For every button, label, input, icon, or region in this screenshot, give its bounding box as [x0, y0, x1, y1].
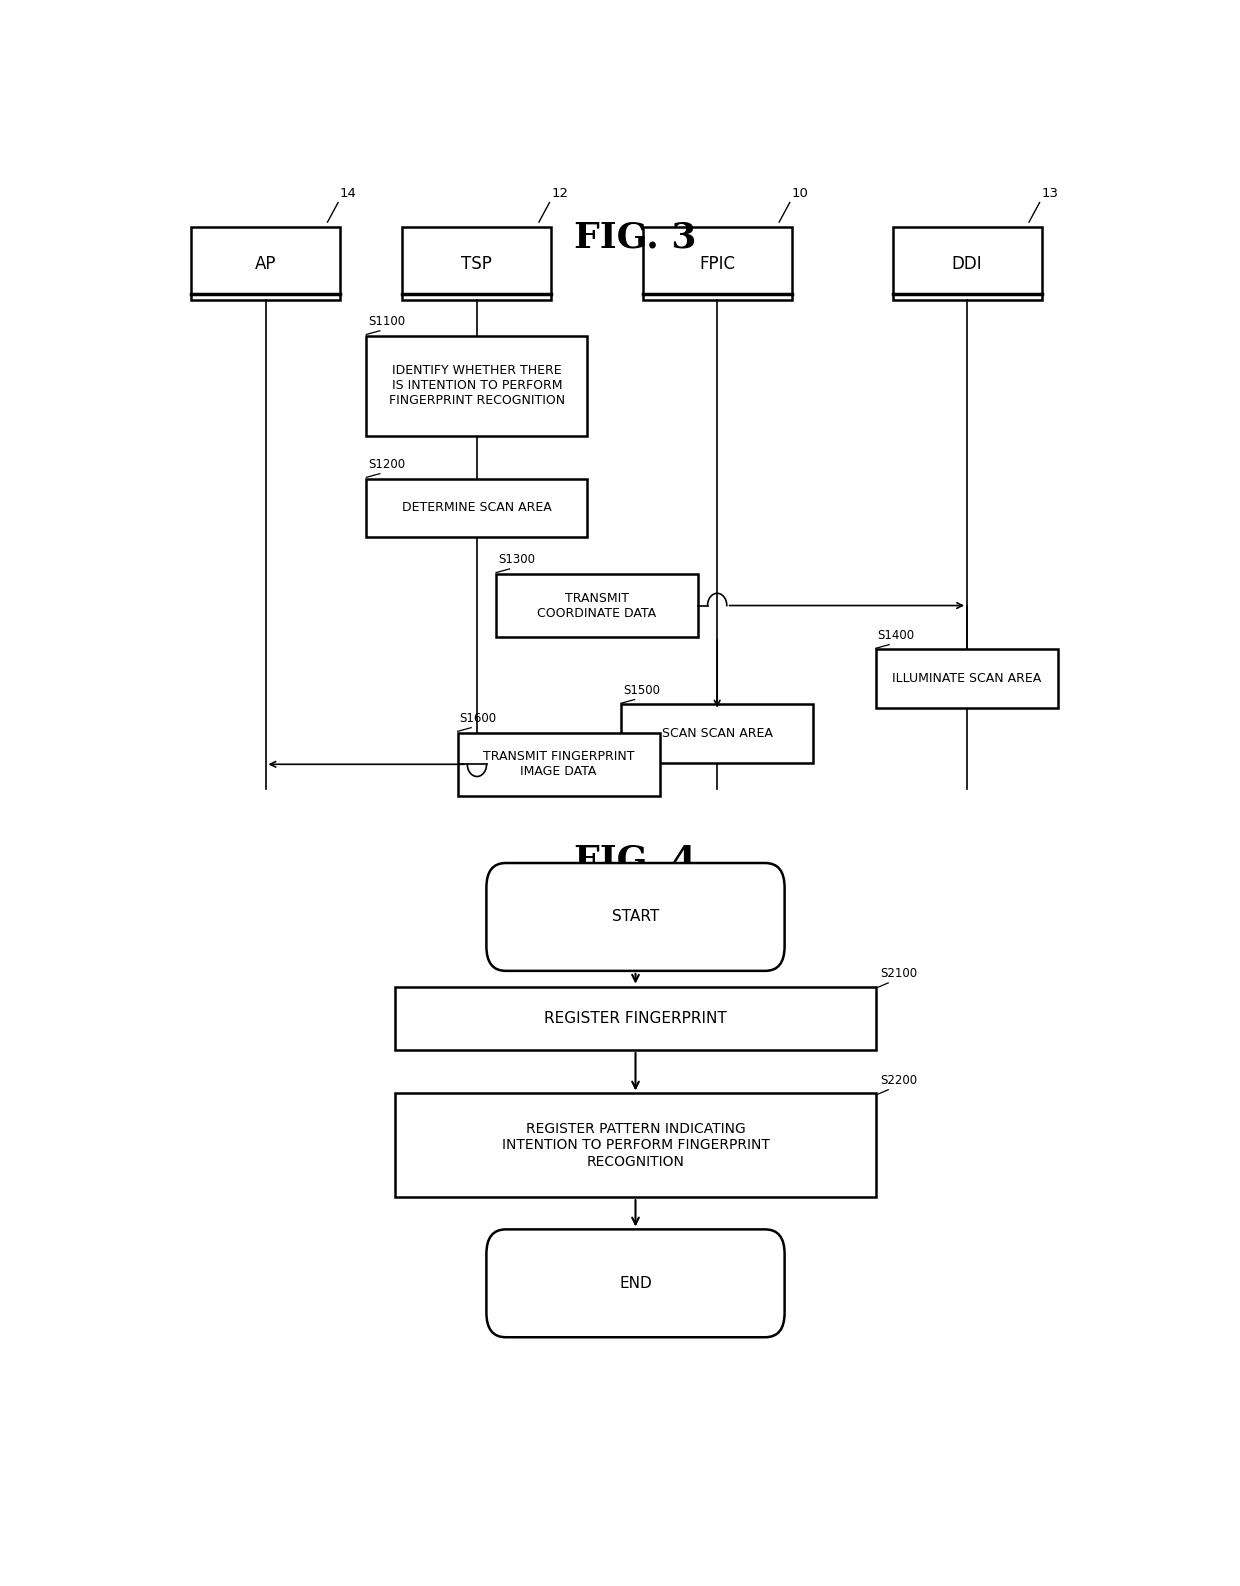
Bar: [396, 1093, 875, 1197]
Text: S2200: S2200: [880, 1074, 918, 1088]
Bar: [875, 650, 1058, 707]
Bar: [191, 227, 340, 300]
Text: S1300: S1300: [498, 554, 536, 566]
Text: START: START: [611, 909, 660, 925]
Bar: [396, 986, 875, 1050]
Text: DDI: DDI: [952, 255, 982, 273]
Text: FIG. 3: FIG. 3: [574, 220, 697, 255]
Text: 13: 13: [1042, 187, 1059, 200]
Text: TRANSMIT FINGERPRINT
IMAGE DATA: TRANSMIT FINGERPRINT IMAGE DATA: [482, 750, 635, 779]
Text: REGISTER PATTERN INDICATING
INTENTION TO PERFORM FINGERPRINT
RECOGNITION: REGISTER PATTERN INDICATING INTENTION TO…: [501, 1123, 770, 1169]
Text: S1100: S1100: [368, 316, 405, 328]
Text: S1200: S1200: [368, 458, 405, 471]
Bar: [621, 704, 813, 763]
Bar: [403, 227, 552, 300]
Text: SCAN SCAN AREA: SCAN SCAN AREA: [662, 728, 773, 741]
Text: 12: 12: [552, 187, 568, 200]
Text: FPIC: FPIC: [699, 255, 735, 273]
Text: IDENTIFY WHETHER THERE
IS INTENTION TO PERFORM
FINGERPRINT RECOGNITION: IDENTIFY WHETHER THERE IS INTENTION TO P…: [389, 365, 565, 408]
Text: REGISTER FINGERPRINT: REGISTER FINGERPRINT: [544, 1010, 727, 1026]
FancyBboxPatch shape: [486, 863, 785, 971]
Text: TSP: TSP: [461, 255, 492, 273]
Bar: [642, 227, 791, 300]
Text: S1500: S1500: [622, 684, 660, 698]
Text: AP: AP: [254, 255, 277, 273]
Text: FIG. 4: FIG. 4: [574, 844, 697, 877]
Text: END: END: [619, 1275, 652, 1291]
FancyBboxPatch shape: [486, 1229, 785, 1337]
Text: DETERMINE SCAN AREA: DETERMINE SCAN AREA: [402, 501, 552, 514]
Text: 14: 14: [340, 187, 357, 200]
Text: S1600: S1600: [460, 712, 497, 725]
Bar: [367, 479, 588, 538]
Text: TRANSMIT
COORDINATE DATA: TRANSMIT COORDINATE DATA: [537, 592, 657, 620]
Text: ILLUMINATE SCAN AREA: ILLUMINATE SCAN AREA: [893, 672, 1042, 685]
Text: S2100: S2100: [880, 967, 918, 980]
Text: 10: 10: [791, 187, 808, 200]
Bar: [893, 227, 1042, 300]
Bar: [367, 336, 588, 436]
Bar: [496, 574, 698, 638]
Text: S1400: S1400: [878, 630, 915, 642]
Bar: [458, 733, 660, 796]
